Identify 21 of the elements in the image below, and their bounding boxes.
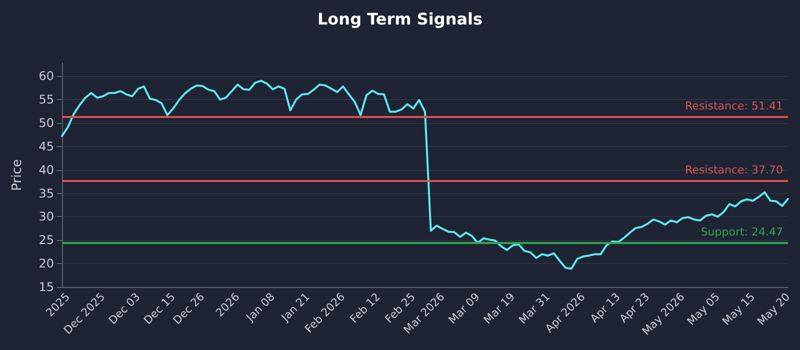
y-axis-title: Price — [10, 159, 25, 191]
x-tick-label: Mar 09 — [446, 290, 482, 327]
y-tick-label: 20 — [38, 256, 54, 271]
chart-title: Long Term Signals — [317, 10, 483, 28]
x-tick-label: Feb 12 — [347, 290, 383, 326]
x-tick-label: Jan 08 — [243, 290, 278, 325]
y-tick-label: 50 — [38, 116, 54, 130]
y-tick-label: 40 — [38, 162, 54, 177]
x-tick-label: Mar 19 — [481, 290, 518, 327]
y-tick-label: 25 — [38, 233, 54, 248]
y-tick-label: 30 — [38, 210, 54, 224]
ref-line-label: Resistance: 37.70 — [685, 164, 783, 177]
x-tick-label: Dec 03 — [106, 290, 143, 327]
y-tick-label: 35 — [38, 186, 54, 200]
ref-line-label: Resistance: 51.41 — [685, 99, 783, 112]
y-tick-label: 55 — [38, 92, 54, 107]
y-tick-label: 60 — [38, 69, 54, 84]
line-series — [61, 80, 789, 270]
ref-line-label: Support: 24.47 — [700, 226, 783, 239]
y-tick-label: 15 — [38, 280, 54, 294]
y-tick-label: 45 — [38, 139, 54, 154]
